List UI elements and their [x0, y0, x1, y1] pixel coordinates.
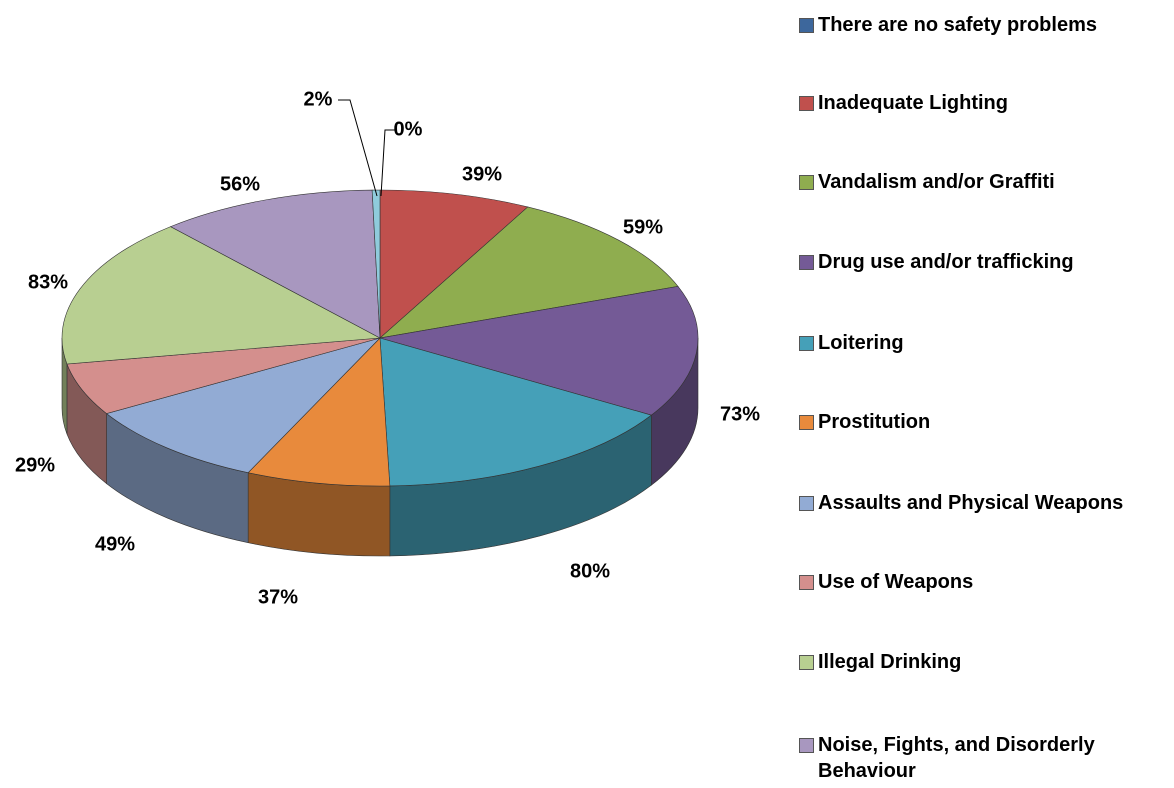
legend-label: There are no safety problems: [818, 14, 1097, 36]
legend-item: Assaults and Physical Weapons: [796, 490, 1172, 516]
legend-label: Noise, Fights, and Disorderly Behaviour: [818, 734, 1095, 782]
legend-label: Assaults and Physical Weapons: [818, 492, 1124, 514]
legend-item: Inadequate Lighting: [796, 90, 1172, 116]
leader-line: [338, 99, 378, 197]
slice: [247, 337, 391, 487]
legend-label: Use of Weapons: [818, 571, 974, 593]
legend-item: Noise, Fights, and Disorderly Behaviour: [796, 732, 1172, 784]
pie-sides: [61, 337, 699, 557]
legend-swatch: [799, 738, 814, 753]
legend-swatch: [799, 415, 814, 430]
legend-label: Prostitution: [818, 411, 931, 433]
legend-item: Drug use and/or trafficking: [796, 249, 1172, 275]
data-label: 37%: [258, 586, 298, 608]
slice: [105, 337, 381, 474]
data-label: 83%: [28, 271, 68, 293]
slice: [169, 189, 381, 339]
legend-swatch: [799, 96, 814, 111]
slice: [61, 226, 382, 365]
pie-tops: [61, 189, 699, 487]
data-label: 29%: [15, 454, 55, 476]
pie-area: 0% 39% 59% 73% 80% 37% 49% 29% 83% 56% 2%: [15, 88, 760, 608]
data-label: 80%: [570, 560, 610, 582]
legend-item: Vandalism and/or Graffiti: [796, 169, 1172, 195]
legend-item: Illegal Drinking: [796, 649, 1172, 675]
legend-swatch: [799, 336, 814, 351]
legend-swatch: [799, 255, 814, 270]
legend-item: Loitering: [796, 330, 1172, 356]
slice: [379, 286, 699, 416]
data-label: 59%: [623, 216, 663, 238]
slice: [379, 206, 679, 339]
legend-swatch: [799, 175, 814, 190]
data-label: 0%: [394, 118, 423, 140]
legend-label: Drug use and/or trafficking: [818, 251, 1074, 273]
legend-item: Prostitution: [796, 409, 1172, 435]
legend-label: Inadequate Lighting: [818, 92, 1008, 114]
data-label: 73%: [720, 403, 760, 425]
slice: [371, 189, 381, 339]
legend-swatch: [799, 575, 814, 590]
data-label: 49%: [95, 533, 135, 555]
legend-label: Loitering: [818, 332, 904, 354]
legend-swatch: [799, 496, 814, 511]
leader-line: [380, 129, 395, 197]
slice: [379, 337, 653, 487]
slice: [379, 189, 529, 339]
data-label: 56%: [220, 173, 260, 195]
legend-swatch: [799, 18, 814, 33]
data-label: 2%: [304, 88, 333, 110]
legend-item: There are no safety problems: [796, 12, 1172, 38]
legend-item: Use of Weapons: [796, 569, 1172, 595]
data-label: 39%: [462, 163, 502, 185]
legend-label: Vandalism and/or Graffiti: [818, 171, 1055, 193]
legend-label: Illegal Drinking: [818, 651, 962, 673]
legend-swatch: [799, 655, 814, 670]
